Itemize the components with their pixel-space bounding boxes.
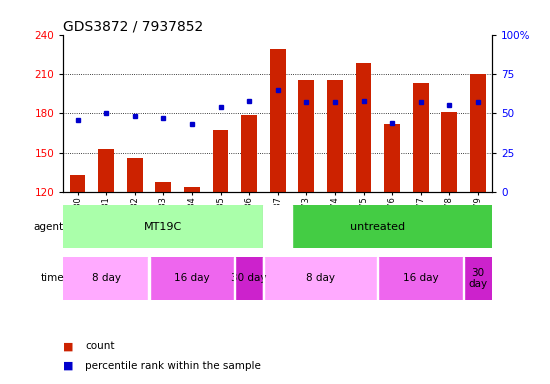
Bar bbox=[270, 49, 285, 192]
Bar bbox=[263, 205, 292, 248]
Text: percentile rank within the sample: percentile rank within the sample bbox=[85, 361, 261, 371]
Bar bbox=[356, 63, 371, 192]
Text: GDS3872 / 7937852: GDS3872 / 7937852 bbox=[63, 20, 204, 33]
Text: untreated: untreated bbox=[350, 222, 405, 232]
Text: ■: ■ bbox=[63, 361, 74, 371]
Bar bbox=[70, 175, 85, 192]
Bar bbox=[377, 257, 378, 300]
Text: time: time bbox=[40, 273, 64, 283]
Bar bbox=[234, 257, 235, 300]
Bar bbox=[263, 205, 492, 248]
Bar bbox=[98, 149, 114, 192]
Bar bbox=[263, 257, 378, 300]
Bar bbox=[263, 257, 264, 300]
Text: 30 day: 30 day bbox=[232, 273, 267, 283]
Text: count: count bbox=[85, 341, 115, 351]
Bar bbox=[148, 257, 150, 300]
Bar bbox=[299, 81, 314, 192]
Bar bbox=[442, 112, 457, 192]
Bar bbox=[127, 158, 142, 192]
Bar bbox=[464, 257, 492, 300]
Bar bbox=[235, 257, 263, 300]
Bar bbox=[63, 205, 263, 248]
Text: MT19C: MT19C bbox=[144, 222, 183, 232]
Bar bbox=[184, 187, 200, 192]
Bar bbox=[241, 114, 257, 192]
Bar bbox=[378, 257, 464, 300]
Text: ■: ■ bbox=[63, 341, 74, 351]
Bar bbox=[327, 81, 343, 192]
Bar bbox=[413, 83, 428, 192]
Text: 30
day: 30 day bbox=[469, 268, 487, 289]
Bar bbox=[149, 257, 235, 300]
Bar bbox=[384, 124, 400, 192]
Text: 16 day: 16 day bbox=[403, 273, 438, 283]
Bar bbox=[463, 257, 464, 300]
Bar bbox=[63, 257, 149, 300]
Text: 8 day: 8 day bbox=[306, 273, 335, 283]
Text: 16 day: 16 day bbox=[174, 273, 210, 283]
Text: agent: agent bbox=[34, 222, 64, 232]
Text: 8 day: 8 day bbox=[92, 273, 120, 283]
Bar bbox=[213, 130, 228, 192]
Bar bbox=[156, 182, 171, 192]
Bar bbox=[470, 74, 486, 192]
